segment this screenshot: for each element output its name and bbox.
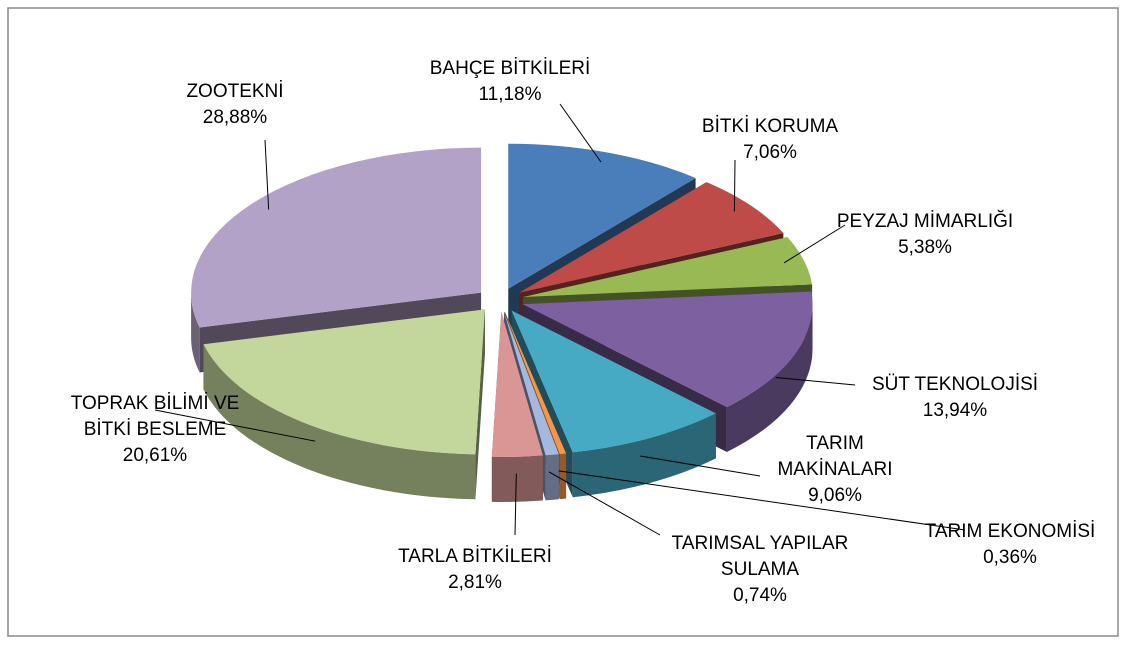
value-label: 11,18% — [478, 84, 542, 105]
category-label: TARLA BİTKİLERİ — [398, 546, 552, 567]
data-label: SÜT TEKNOLOJİSİ 13,94% — [845, 372, 1065, 424]
data-label: TARIM EKONOMİSİ 0,36% — [900, 519, 1120, 571]
value-label: 0,36% — [983, 547, 1037, 568]
slice-side — [726, 304, 813, 452]
slice — [523, 237, 813, 297]
value-label: 9,06% — [808, 485, 862, 506]
leader-line — [775, 376, 856, 386]
slice — [511, 310, 716, 453]
leader-line — [514, 473, 517, 536]
slice-side — [491, 455, 543, 502]
slice — [191, 147, 482, 328]
value-label: 13,94% — [922, 400, 988, 421]
slice-side — [572, 413, 716, 498]
slice-face — [475, 309, 485, 500]
slice-side — [559, 453, 567, 500]
slice — [504, 311, 567, 455]
category-label: TOPRAK BİLİMİ VE BİTKİ BESLEME — [70, 393, 240, 440]
value-label: 2,81% — [448, 572, 502, 593]
category-label: ZOOTEKNİ — [186, 81, 284, 102]
category-label: BAHÇE BİTKİLERİ — [429, 58, 591, 79]
category-label: TARIM EKONOMİSİ — [924, 521, 1096, 542]
data-label: BİTKİ KORUMA 7,06% — [670, 114, 870, 166]
value-label: 7,06% — [743, 142, 797, 163]
data-label: PEYZAJ MİMARLIĞI 5,38% — [815, 209, 1035, 261]
data-label: TARIMSAL YAPILAR SULAMA 0,74% — [660, 531, 860, 609]
leader-line — [640, 455, 761, 477]
slice — [522, 291, 813, 407]
leader-line — [548, 471, 661, 536]
category-label: TARIM MAKİNALARI — [777, 433, 893, 480]
data-label: BAHÇE BİTKİLERİ 11,18% — [400, 56, 620, 108]
value-label: 0,74% — [733, 585, 787, 606]
data-label: ZOOTEKNİ 28,88% — [135, 79, 335, 131]
value-label: 28,88% — [202, 107, 268, 128]
category-label: BİTKİ KORUMA — [701, 116, 839, 137]
leader-line — [733, 159, 736, 212]
data-label: TARIM MAKİNALARI 9,06% — [775, 431, 895, 509]
data-label: TOPRAK BİLİMİ VE BİTKİ BESLEME 20,61% — [45, 391, 265, 469]
leader-line — [154, 409, 316, 442]
data-label: TARLA BİTKİLERİ 2,81% — [365, 544, 585, 596]
slice — [519, 182, 784, 293]
value-label: 20,61% — [122, 445, 188, 466]
slice — [491, 311, 543, 457]
category-label: SÜT TEKNOLOJİSİ — [871, 374, 1039, 395]
leader-line — [783, 224, 846, 264]
category-label: PEYZAJ MİMARLIĞI — [836, 211, 1014, 232]
slice-side — [545, 454, 559, 501]
leader-line — [559, 103, 602, 163]
slice-side — [191, 292, 200, 373]
slice — [203, 309, 485, 455]
leader-line — [558, 470, 966, 531]
value-label: 5,38% — [898, 237, 952, 258]
slice — [508, 143, 696, 289]
slice — [503, 311, 559, 456]
slice-side — [203, 344, 476, 500]
category-label: TARIMSAL YAPILAR SULAMA — [671, 533, 849, 580]
leader-line — [264, 139, 270, 210]
